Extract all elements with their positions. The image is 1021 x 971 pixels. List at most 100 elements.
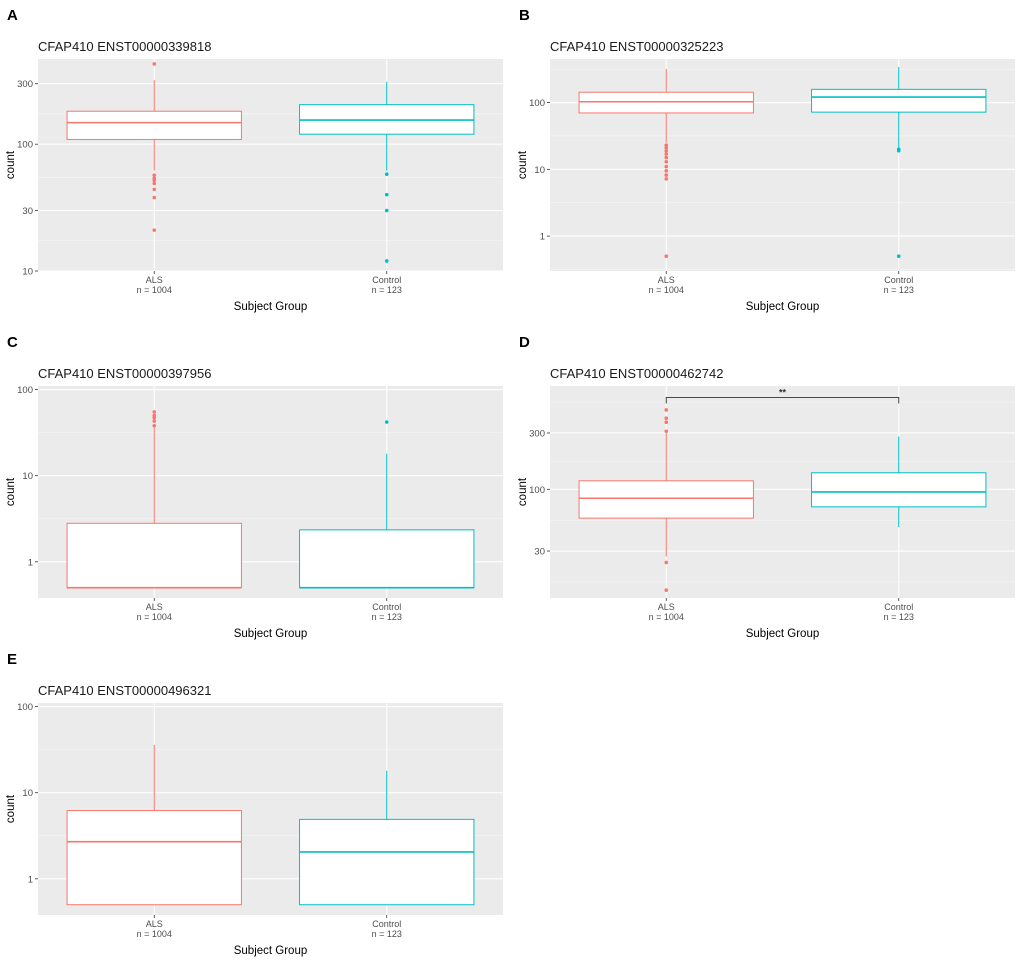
x-tick-n-label: n = 1004	[137, 929, 172, 939]
outlier-point	[152, 178, 157, 183]
outlier-point	[664, 588, 669, 592]
x-axis-label: Subject Group	[234, 945, 308, 957]
x-tick-n-label: n = 1004	[137, 285, 172, 295]
chart-title: CFAP410 ENST00000339818	[38, 39, 211, 54]
y-tick-label: 100	[17, 140, 33, 151]
y-tick-label: 100	[529, 485, 545, 496]
panel-letter: E	[7, 651, 17, 668]
panel-e: E CFAP410 ENST00000496321 1 10 100 ALS n = 100…	[0, 644, 503, 964]
x-axis-label: Subject Group	[746, 301, 820, 313]
outlier-point	[664, 408, 669, 412]
panel-letter: B	[519, 7, 530, 24]
y-tick-label: 300	[529, 428, 545, 439]
x-axis-label: Subject Group	[234, 628, 308, 640]
outlier-point	[664, 429, 669, 434]
y-axis-label: count	[517, 477, 529, 506]
box-control	[299, 770, 475, 906]
iqr-box	[299, 818, 475, 906]
panel-letter: A	[7, 7, 18, 24]
x-tick-n-label: n = 1004	[649, 612, 684, 622]
iqr-box	[66, 110, 242, 140]
x-tick-n-label: n = 123	[884, 612, 914, 622]
box-control	[811, 67, 987, 258]
panel-b: B CFAP410 ENST00000325223 1 10 100 ALS n = 100…	[512, 0, 1015, 320]
x-axis-label: Subject Group	[746, 628, 820, 640]
outlier-point	[664, 152, 669, 156]
box-als	[66, 410, 242, 589]
outlier-point	[896, 148, 901, 153]
x-tick-label: ALS	[146, 602, 163, 612]
outlier-point	[384, 420, 389, 424]
plot-background	[38, 59, 503, 271]
x-tick-n-label: n = 1004	[649, 285, 684, 295]
outlier-point	[152, 181, 157, 186]
x-tick-label: Control	[884, 602, 913, 612]
y-tick-label: 100	[17, 385, 33, 396]
outlier-point	[152, 173, 157, 177]
box-control	[811, 436, 987, 527]
box-control	[299, 420, 475, 589]
x-tick-n-label: n = 123	[372, 929, 402, 939]
significance-label: **	[779, 387, 787, 397]
y-tick-label: 1	[28, 874, 33, 885]
y-tick-label: 30	[22, 206, 33, 217]
y-axis-label: count	[517, 150, 529, 179]
outlier-point	[664, 155, 669, 160]
x-tick-n-label: n = 1004	[137, 612, 172, 622]
outlier-point	[896, 254, 901, 258]
box-als	[578, 408, 754, 592]
chart-title: CFAP410 ENST00000325223	[550, 39, 723, 54]
y-tick-label: 30	[534, 547, 545, 558]
outlier-point	[152, 423, 157, 428]
x-tick-label: Control	[372, 919, 401, 929]
outlier-point	[384, 172, 389, 177]
box-als	[66, 62, 242, 232]
outlier-point	[152, 187, 157, 192]
x-tick-n-label: n = 123	[372, 612, 402, 622]
iqr-box	[66, 810, 242, 906]
outlier-point	[664, 159, 669, 164]
outlier-point	[664, 177, 669, 181]
x-tick-label: Control	[372, 602, 401, 612]
iqr-box	[66, 522, 242, 589]
x-tick-label: Control	[884, 275, 913, 285]
iqr-box	[299, 529, 475, 589]
x-axis-label: Subject Group	[234, 301, 308, 313]
panel-d: D CFAP410 ENST00000462742 30 100 300 ALS n = 1…	[512, 327, 1015, 647]
y-tick-label: 10	[534, 165, 545, 176]
iqr-box	[578, 480, 754, 519]
x-tick-label: ALS	[146, 275, 163, 285]
outlier-point	[152, 410, 157, 414]
outlier-point	[384, 259, 389, 263]
outlier-point	[664, 420, 669, 425]
y-tick-label: 10	[22, 471, 33, 482]
outlier-point	[664, 164, 669, 169]
outlier-point	[664, 560, 669, 565]
outlier-point	[664, 169, 669, 173]
y-tick-label: 1	[540, 232, 545, 243]
y-axis-label: count	[5, 150, 17, 179]
outlier-point	[152, 419, 157, 423]
outlier-point	[664, 148, 669, 153]
panel-c: C CFAP410 ENST00000397956 1 10 100 ALS n = 100…	[0, 327, 503, 647]
outlier-point	[152, 228, 157, 232]
iqr-box	[578, 91, 754, 114]
x-tick-label: ALS	[658, 602, 675, 612]
outlier-point	[664, 146, 669, 150]
chart-title: CFAP410 ENST00000462742	[550, 366, 723, 381]
x-tick-n-label: n = 123	[372, 285, 402, 295]
y-tick-label: 100	[529, 98, 545, 109]
outlier-point	[152, 195, 157, 200]
outlier-point	[664, 416, 669, 421]
iqr-box	[811, 472, 987, 508]
x-tick-label: Control	[372, 275, 401, 285]
outlier-point	[152, 413, 157, 418]
panel-letter: D	[519, 334, 530, 351]
outlier-point	[664, 143, 669, 148]
y-tick-label: 300	[17, 79, 33, 90]
